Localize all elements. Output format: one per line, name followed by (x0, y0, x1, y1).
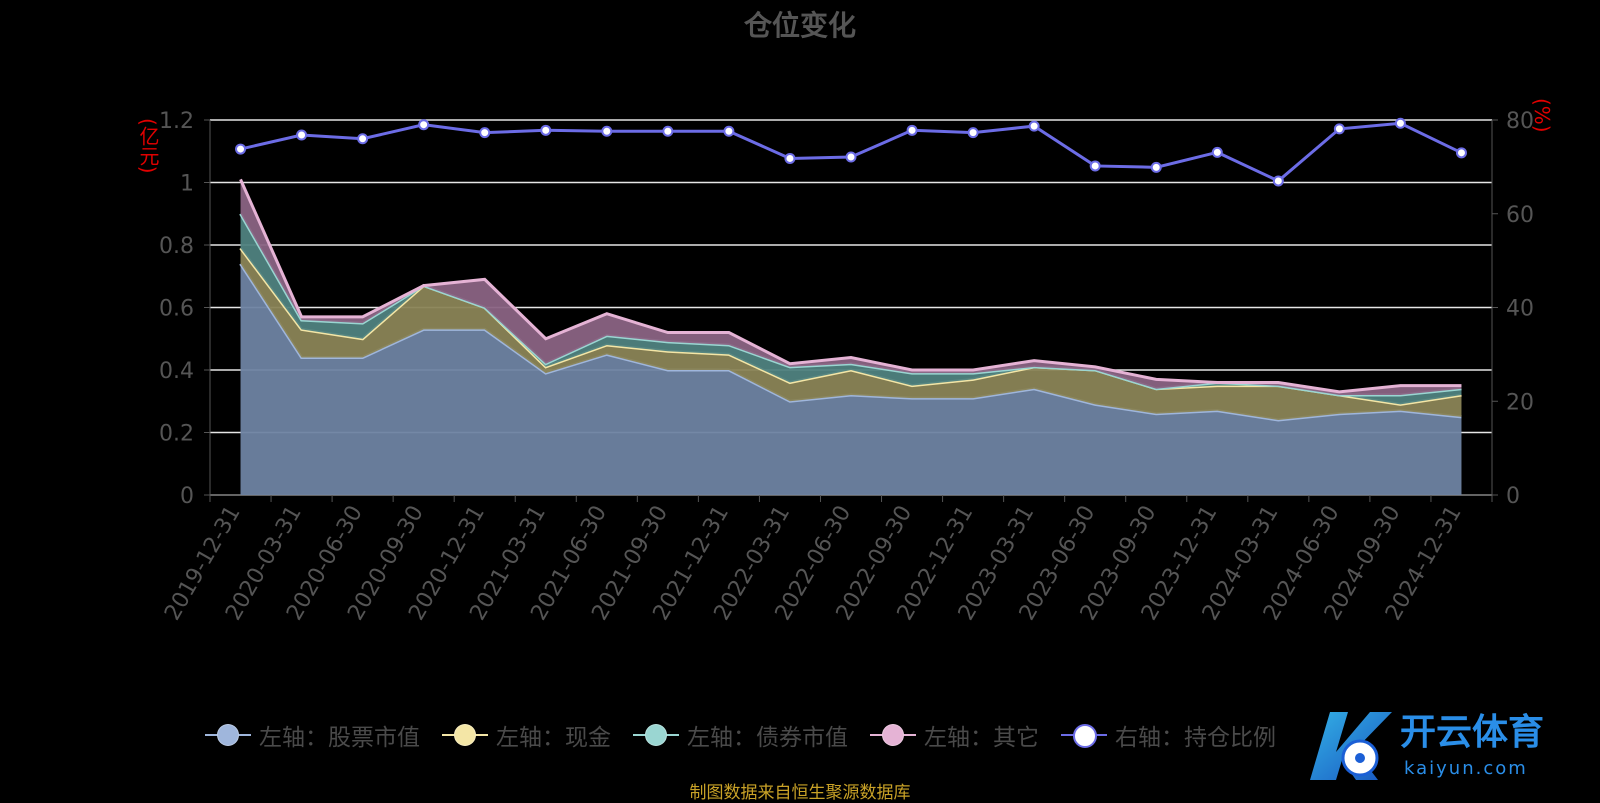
left-tick-label: 0.6 (159, 297, 194, 322)
left-tick-label: 1.2 (159, 109, 194, 134)
legend-item-stock[interactable]: 左轴：股票市值 (205, 718, 420, 752)
holding-ratio-point (906, 124, 918, 136)
area-line-左轴：其它 (239, 178, 1462, 394)
left-tick-label: 0.4 (159, 359, 194, 384)
right-tick-label: 40 (1506, 297, 1534, 322)
holding-ratio-point (967, 127, 979, 139)
left-tick-label: 0 (180, 484, 194, 509)
area-左轴：现金 (240, 248, 1462, 420)
holding-ratio-point (784, 152, 796, 164)
holding-ratio-point (1211, 146, 1223, 158)
legend: 左轴：股票市值 左轴：现金 左轴：债券市值 左轴：其它 右轴：持仓比例 (205, 718, 1276, 752)
legend-item-bond[interactable]: 左轴：债券市值 (633, 718, 848, 752)
holding-ratio-point (296, 129, 308, 141)
holding-ratio-point (601, 125, 613, 137)
holding-ratio-point (1272, 175, 1284, 187)
watermark-en: kaiyun.com (1404, 758, 1528, 779)
left-axis-unit: (亿元) (136, 118, 160, 174)
right-tick-label: 60 (1506, 203, 1534, 228)
holding-ratio-point (723, 125, 735, 137)
holding-ratio-point (845, 151, 857, 163)
holding-ratio-point (479, 127, 491, 139)
left-tick-label: 1 (180, 172, 194, 197)
right-axis-unit: (%) (1530, 98, 1554, 133)
legend-item-holding-ratio[interactable]: 右轴：持仓比例 (1061, 718, 1276, 752)
holding-ratio-point (540, 124, 552, 136)
holding-ratio-point (1394, 117, 1406, 129)
legend-label: 右轴：持仓比例 (1115, 725, 1276, 751)
right-tick-label: 20 (1506, 390, 1534, 415)
legend-label: 左轴：其它 (924, 725, 1039, 751)
legend-item-cash[interactable]: 左轴：现金 (442, 718, 611, 752)
data-source-footer: 制图数据来自恒生聚源数据库 (689, 783, 911, 803)
legend-label: 左轴：债券市值 (687, 725, 848, 751)
area-左轴：股票市值 (240, 263, 1462, 495)
chart-title: 仓位变化 (743, 9, 856, 42)
left-tick-label: 0.8 (159, 234, 194, 259)
holding-ratio-point (1333, 123, 1345, 135)
right-tick-label: 0 (1506, 484, 1520, 509)
holding-ratio-point (1150, 161, 1162, 173)
watermark-cn: 开云体育 (1400, 712, 1544, 753)
legend-swatch-icon (1061, 724, 1107, 748)
legend-swatch-icon (205, 724, 251, 746)
legend-swatch-icon (870, 724, 916, 746)
legend-swatch-icon (442, 724, 488, 746)
holding-ratio-point (357, 133, 369, 145)
legend-swatch-icon (633, 724, 679, 746)
kaiyun-logo: 开云体育 kaiyun.com (1310, 712, 1544, 780)
legend-item-other[interactable]: 左轴：其它 (870, 718, 1039, 752)
legend-label: 左轴：股票市值 (259, 725, 420, 751)
holding-ratio-point (1089, 160, 1101, 172)
holding-ratio-point (1028, 120, 1040, 132)
area-左轴：其它 (240, 179, 1462, 395)
legend-label: 左轴：现金 (496, 725, 611, 751)
area-左轴：债券市值 (240, 213, 1462, 405)
holding-ratio-point (1455, 147, 1467, 159)
holding-ratio-point (235, 143, 247, 155)
holding-ratio-point (662, 125, 674, 137)
right-tick-label: 80 (1506, 109, 1534, 134)
left-tick-label: 0.2 (159, 422, 194, 447)
holding-ratio-point (418, 119, 430, 131)
